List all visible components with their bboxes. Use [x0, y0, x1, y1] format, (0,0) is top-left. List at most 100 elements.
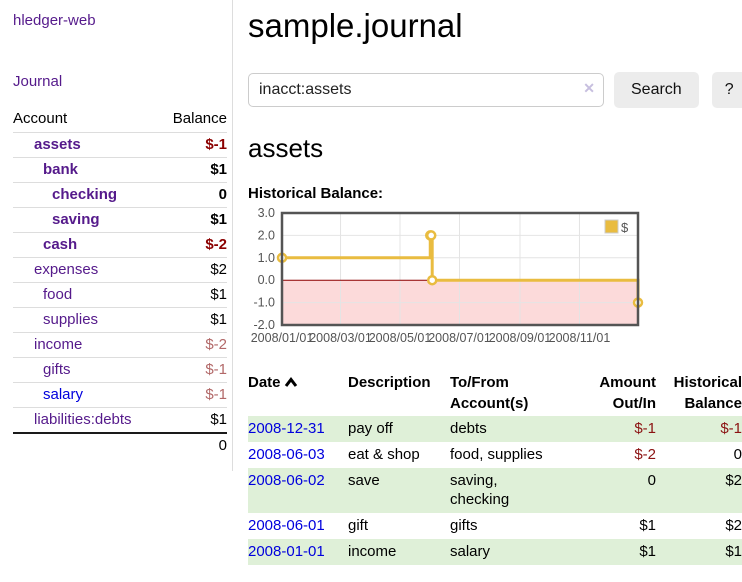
sidebar-account-balance: 0: [159, 182, 227, 208]
register-header-balance: Historical Balance: [673, 374, 742, 412]
register-row: 2008-06-03 eat & shop food, supplies $-2 0: [248, 442, 742, 468]
sidebar-account-balance: $2: [159, 257, 227, 283]
transaction-description: gift: [348, 517, 369, 534]
register-table: Date Description To/From Account(s) Amou…: [248, 370, 742, 565]
clear-search-icon[interactable]: ✕: [583, 80, 595, 96]
search-button[interactable]: Search: [614, 72, 699, 108]
page-title: sample.journal: [248, 7, 463, 44]
svg-text:2008/11/01: 2008/11/01: [549, 331, 611, 345]
transaction-accounts: debts: [450, 420, 487, 437]
sidebar-account-balance: $1: [159, 307, 227, 333]
register-header-accounts: To/From Account(s): [450, 374, 529, 412]
sidebar-account-link[interactable]: bank: [43, 161, 79, 178]
transaction-balance: $1: [725, 543, 742, 560]
sidebar-account-row: gifts $-1: [13, 357, 227, 383]
sort-ascending-icon: [284, 377, 297, 387]
sidebar-table-header-row: Account Balance: [13, 107, 227, 133]
chart-title: Historical Balance:: [248, 185, 384, 202]
transaction-accounts: salary: [450, 543, 491, 560]
register-header-amount: Amount Out/In: [599, 374, 656, 412]
sidebar-account-link[interactable]: checking: [52, 186, 118, 203]
svg-text:-2.0: -2.0: [253, 318, 275, 332]
sidebar-account-link[interactable]: income: [34, 336, 83, 353]
account-heading: assets: [248, 133, 324, 163]
transaction-balance: 0: [733, 446, 742, 463]
svg-text:2008/05/01: 2008/05/01: [369, 331, 432, 345]
sidebar-account-balance: $1: [159, 207, 227, 233]
register-row: 2008-06-02 save saving, checking 0 $2: [248, 468, 742, 513]
register-body: 2008-12-31 pay off debts $-1 $-1 2008-06-03 ea…: [248, 416, 742, 565]
sidebar-account-link[interactable]: supplies: [43, 311, 99, 328]
transaction-accounts: gifts: [450, 517, 478, 534]
transaction-amount: $-2: [634, 446, 656, 463]
transaction-balance: $-1: [720, 420, 742, 437]
search-bar: ✕ Search ?: [248, 72, 742, 108]
sidebar-account-link[interactable]: liabilities:debts: [34, 411, 132, 428]
sidebar-account-balance: $-1: [159, 357, 227, 383]
transaction-date-link[interactable]: 2008-12-31: [248, 420, 325, 437]
transaction-amount: $-1: [634, 420, 656, 437]
transaction-amount: $1: [639, 517, 656, 534]
sidebar-account-link[interactable]: saving: [52, 211, 100, 228]
svg-text:$: $: [621, 220, 629, 235]
balance-column-header: Balance: [159, 107, 227, 133]
transaction-description: income: [348, 543, 397, 560]
balance-chart-svg: $3.0 2.0 1.0 0.0 -1.0 -2.02008/01/012008/03/0…: [251, 206, 644, 345]
legend-swatch-icon: [604, 219, 619, 234]
register-row: 2008-06-01 gift gifts $1 $2: [248, 513, 742, 539]
register-row: 2008-01-01 income salary $1 $1: [248, 539, 742, 565]
transaction-description: eat & shop: [348, 446, 420, 463]
transaction-description: pay off: [348, 420, 393, 437]
sidebar-account-link[interactable]: cash: [43, 236, 78, 253]
register-row: 2008-12-31 pay off debts $-1 $-1: [248, 416, 742, 442]
search-input-wrap: ✕: [248, 73, 604, 107]
svg-text:2008/01/01: 2008/01/01: [251, 331, 314, 345]
sidebar-accounts-body: assets $-1 bank $1 checking 0 saving $1 cash $-2 e…: [13, 133, 227, 433]
svg-text:2008/09/01: 2008/09/01: [489, 331, 552, 345]
sidebar-account-link[interactable]: salary: [43, 386, 84, 403]
sidebar-account-balance: $1: [159, 157, 227, 183]
svg-text:-1.0: -1.0: [253, 296, 275, 310]
app-title-link[interactable]: hledger-web: [13, 12, 96, 29]
sidebar-accounts-table: Account Balance assets $-1 bank $1 checking 0…: [13, 107, 227, 457]
nav-journal-link[interactable]: Journal: [13, 73, 63, 90]
svg-text:2008/03/01: 2008/03/01: [309, 331, 372, 345]
transaction-accounts: saving, checking: [450, 472, 510, 508]
sidebar-account-row: supplies $1: [13, 307, 227, 333]
transaction-balance: $2: [725, 517, 742, 534]
transaction-amount: $1: [639, 543, 656, 560]
sidebar-account-row: income $-2: [13, 332, 227, 358]
transaction-date-link[interactable]: 2008-06-01: [248, 517, 325, 534]
transaction-date-link[interactable]: 2008-06-03: [248, 446, 325, 463]
sidebar: hledger-web Journal Account Balance asse…: [0, 0, 233, 471]
svg-text:0.0: 0.0: [258, 273, 275, 287]
transaction-amount: 0: [647, 472, 656, 489]
transaction-balance: $2: [725, 472, 742, 489]
sidebar-account-row: expenses $2: [13, 257, 227, 283]
transaction-date-link[interactable]: 2008-06-02: [248, 472, 325, 489]
sidebar-account-link[interactable]: gifts: [43, 361, 71, 378]
help-button[interactable]: ?: [711, 72, 742, 108]
svg-text:1.0: 1.0: [258, 251, 275, 265]
sidebar-account-balance: $1: [159, 282, 227, 308]
transaction-accounts: food, supplies: [450, 446, 543, 463]
search-input[interactable]: [248, 73, 604, 107]
register-header-row: Date Description To/From Account(s) Amou…: [248, 370, 742, 416]
sidebar-account-row: assets $-1: [13, 133, 227, 158]
sidebar-account-link[interactable]: assets: [34, 136, 81, 153]
transaction-description: save: [348, 472, 380, 489]
sidebar-account-row: liabilities:debts $1: [13, 407, 227, 433]
sidebar-account-link[interactable]: expenses: [34, 261, 99, 278]
sidebar-account-balance: $-2: [159, 232, 227, 258]
sidebar-account-row: saving $1: [13, 207, 227, 233]
historical-balance-chart[interactable]: $3.0 2.0 1.0 0.0 -1.0 -2.0 2008/01/01 2008/03/0…: [248, 206, 742, 357]
sidebar-account-balance: $1: [159, 407, 227, 433]
transaction-date-link[interactable]: 2008-01-01: [248, 543, 325, 560]
sidebar-account-balance: $-2: [159, 332, 227, 358]
register-header-date[interactable]: Date: [248, 370, 348, 416]
svg-text:2008/07/01: 2008/07/01: [428, 331, 491, 345]
sidebar-total-row: 0: [13, 432, 227, 457]
account-column-header: Account: [13, 107, 160, 133]
sidebar-account-link[interactable]: food: [43, 286, 73, 303]
svg-text:2.0: 2.0: [258, 228, 275, 242]
